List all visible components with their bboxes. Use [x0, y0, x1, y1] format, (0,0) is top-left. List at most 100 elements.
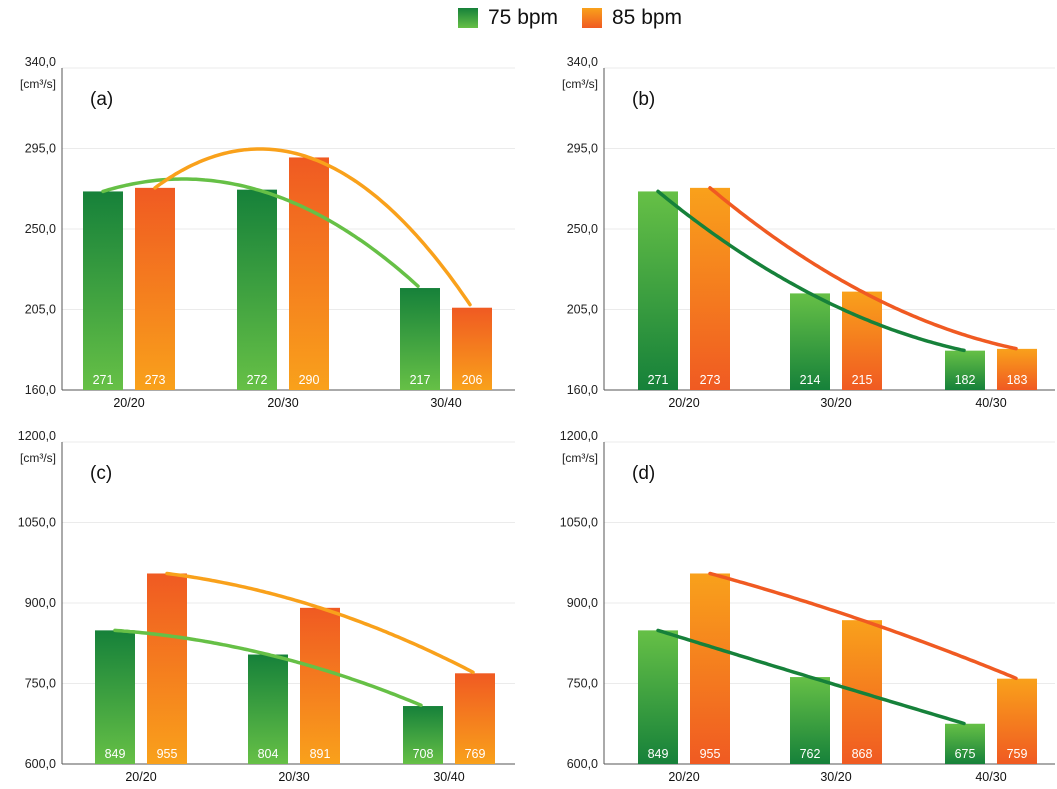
y-tick-label: 160,0 — [25, 383, 56, 397]
y-tick-label: 1050,0 — [560, 516, 598, 530]
legend-swatch-green — [458, 8, 478, 28]
legend-item-75bpm: 75 bpm — [458, 6, 558, 30]
y-tick-label: 600,0 — [25, 757, 56, 771]
bar — [400, 288, 440, 390]
bar-data-label: 182 — [955, 373, 976, 387]
x-tick-label: 40/30 — [975, 396, 1006, 410]
legend-swatch-orange — [582, 8, 602, 28]
bar-data-label: 271 — [93, 373, 114, 387]
legend-label-75bpm: 75 bpm — [488, 6, 559, 29]
x-tick-label: 20/20 — [668, 770, 699, 784]
y-tick-label: 900,0 — [567, 596, 598, 610]
y-tick-label: 205,0 — [567, 303, 598, 317]
x-tick-label: 20/20 — [113, 396, 144, 410]
x-tick-label: 20/30 — [267, 396, 298, 410]
bar-data-label: 804 — [258, 747, 279, 761]
legend-label-85bpm: 85 bpm — [612, 6, 683, 29]
bar — [997, 678, 1037, 764]
y-tick-label: 750,0 — [567, 677, 598, 691]
x-tick-label: 20/30 — [278, 770, 309, 784]
bar-data-label: 762 — [800, 747, 821, 761]
x-tick-label: 30/20 — [820, 770, 851, 784]
y-tick-label: 1200,0 — [18, 429, 56, 443]
trendline — [708, 571, 1018, 681]
y-tick-label: 295,0 — [567, 142, 598, 156]
panel-label: (b) — [632, 89, 655, 110]
y-unit-label: [cm³/s] — [20, 77, 56, 91]
bar — [248, 654, 288, 764]
x-tick-label: 20/20 — [668, 396, 699, 410]
bar — [403, 706, 443, 764]
bar-data-label: 849 — [105, 747, 126, 761]
chart-panel-1: 160,0 205,0 250,0 295,0 340,0 [cm³/s] (b) 271 21… — [562, 55, 1055, 410]
bar — [237, 189, 277, 390]
bar-data-label: 955 — [700, 747, 721, 761]
panel-label: (c) — [90, 463, 112, 484]
bar — [842, 291, 882, 390]
bar-data-label: 271 — [648, 373, 669, 387]
panel-label: (a) — [90, 89, 113, 110]
bar — [135, 187, 175, 390]
bar — [452, 307, 492, 390]
bar — [790, 293, 830, 390]
bar-data-label: 675 — [955, 747, 976, 761]
trendline — [656, 189, 966, 353]
bar-data-label: 955 — [157, 747, 178, 761]
y-tick-label: 1200,0 — [560, 429, 598, 443]
y-unit-label: [cm³/s] — [562, 77, 598, 91]
y-tick-label: 900,0 — [25, 596, 56, 610]
bar-data-label: 215 — [852, 373, 873, 387]
bar-data-label: 272 — [247, 373, 268, 387]
bar — [95, 630, 135, 764]
bar-data-label: 214 — [800, 373, 821, 387]
trendline — [165, 571, 475, 675]
bar — [945, 350, 985, 390]
bar-data-label: 891 — [310, 747, 331, 761]
bar — [455, 673, 495, 764]
bar-data-label: 290 — [299, 373, 320, 387]
bar-data-label: 708 — [413, 747, 434, 761]
legend: 75 bpm 85 bpm — [0, 6, 1057, 36]
x-tick-label: 40/30 — [975, 770, 1006, 784]
bar-data-label: 217 — [410, 373, 431, 387]
bar — [690, 187, 730, 390]
bar — [83, 191, 123, 390]
bar-data-label: 849 — [648, 747, 669, 761]
bar-data-label: 273 — [700, 373, 721, 387]
legend-item-85bpm: 85 bpm — [582, 6, 682, 30]
bar-data-label: 868 — [852, 747, 873, 761]
y-unit-label: [cm³/s] — [20, 451, 56, 465]
panel-label: (d) — [632, 463, 655, 484]
chart-panel-0: 160,0 205,0 250,0 295,0 340,0 [cm³/s] (a) 271 27… — [20, 55, 515, 410]
bar — [638, 191, 678, 390]
y-tick-label: 160,0 — [567, 383, 598, 397]
bar — [790, 677, 830, 764]
bar — [690, 573, 730, 764]
y-tick-label: 750,0 — [25, 677, 56, 691]
y-unit-label: [cm³/s] — [562, 451, 598, 465]
y-tick-label: 340,0 — [567, 55, 598, 69]
bar — [300, 607, 340, 764]
chart-panel-3: 600,0 750,0 900,0 1050,0 1200,0 [cm³/s] (d) 849… — [560, 429, 1055, 784]
trendline — [656, 628, 966, 726]
bar — [945, 723, 985, 764]
bar — [147, 573, 187, 764]
bar — [638, 630, 678, 764]
y-tick-label: 340,0 — [25, 55, 56, 69]
trendline — [101, 177, 420, 288]
y-tick-label: 1050,0 — [18, 516, 56, 530]
chart-panel-2: 600,0 750,0 900,0 1050,0 1200,0 [cm³/s] (c) 849… — [18, 429, 515, 784]
trendline — [708, 186, 1018, 351]
x-tick-label: 30/40 — [433, 770, 464, 784]
y-tick-label: 295,0 — [25, 142, 56, 156]
y-tick-label: 205,0 — [25, 303, 56, 317]
bar-data-label: 769 — [465, 747, 486, 761]
bar-data-label: 273 — [145, 373, 166, 387]
bar-data-label: 759 — [1007, 747, 1028, 761]
x-tick-label: 30/40 — [430, 396, 461, 410]
x-tick-label: 30/20 — [820, 396, 851, 410]
bar-data-label: 206 — [462, 373, 483, 387]
y-tick-label: 250,0 — [25, 222, 56, 236]
bar — [289, 157, 329, 390]
